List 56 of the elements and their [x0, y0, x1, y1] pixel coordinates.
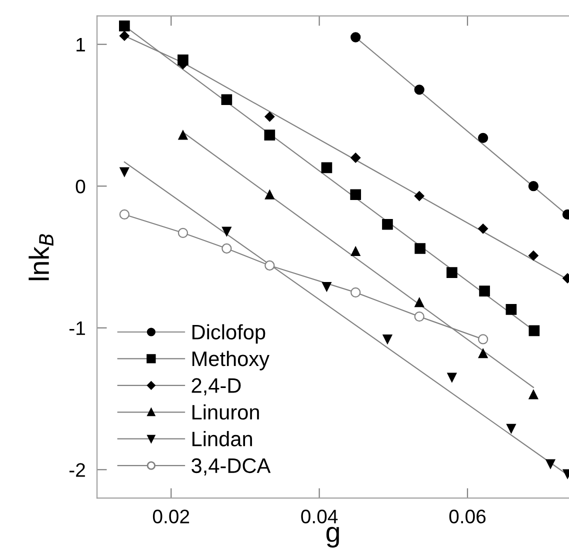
- point: [414, 311, 424, 322]
- point: [528, 325, 540, 336]
- point: [528, 390, 538, 400]
- point: [264, 130, 276, 140]
- point: [264, 260, 275, 271]
- point: [414, 298, 424, 308]
- x-tick-label: 0.04: [301, 510, 338, 524]
- point: [546, 459, 556, 469]
- point: [478, 224, 488, 234]
- y-tick-label: 0: [76, 180, 86, 194]
- point: [119, 20, 130, 32]
- point: [119, 209, 130, 220]
- point: [350, 287, 361, 298]
- x-axis-title: g: [326, 526, 339, 548]
- y-tick-label: -2: [69, 463, 85, 477]
- point: [478, 132, 488, 143]
- y-axis-title: lnk$_{B}$: [28, 234, 54, 280]
- point: [478, 348, 488, 358]
- point: [350, 189, 362, 200]
- x-tick-label: 0.06: [449, 510, 486, 524]
- point: [221, 94, 232, 106]
- point: [322, 282, 332, 292]
- point: [479, 286, 490, 296]
- point: [382, 218, 393, 230]
- point: [178, 130, 188, 140]
- x-tick-label: 0.02: [152, 510, 190, 524]
- legend-label: 3,4-DCA: [192, 458, 271, 476]
- point: [264, 112, 275, 122]
- point: [506, 304, 517, 315]
- point: [119, 30, 130, 41]
- point: [528, 181, 539, 192]
- legend-label: Linuron: [192, 404, 259, 420]
- point: [264, 190, 274, 200]
- legend-label: 2,4-D: [192, 378, 241, 396]
- point: [321, 162, 332, 174]
- point: [414, 243, 426, 254]
- y-tick-label: 1: [76, 38, 85, 52]
- point: [446, 267, 458, 278]
- point: [222, 243, 232, 254]
- point: [178, 228, 188, 238]
- legend-label: Lindan: [192, 431, 252, 446]
- point: [120, 167, 130, 177]
- point: [350, 246, 360, 256]
- point: [506, 424, 516, 434]
- y-tick-label: -1: [69, 322, 85, 335]
- point: [222, 226, 232, 236]
- point: [447, 372, 457, 382]
- point: [478, 334, 488, 344]
- point: [382, 334, 392, 344]
- point: [414, 191, 424, 202]
- legend-label: Diclofop: [192, 324, 266, 344]
- point: [414, 84, 424, 95]
- legend-label: Methoxy: [192, 350, 270, 370]
- point: [528, 250, 538, 261]
- point: [350, 152, 361, 163]
- point: [350, 32, 361, 42]
